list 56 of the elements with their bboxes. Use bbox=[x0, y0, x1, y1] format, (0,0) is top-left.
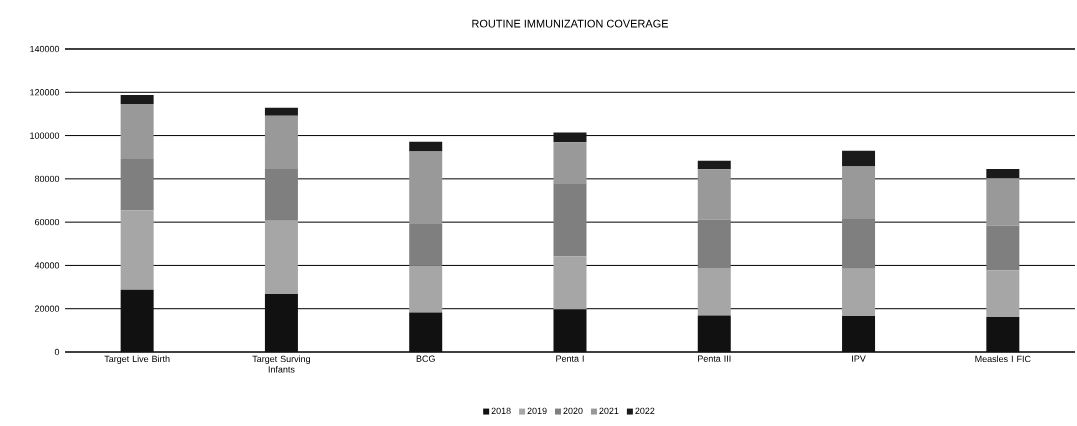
bar bbox=[553, 309, 587, 352]
y-tick-label: 40000 bbox=[34, 262, 60, 269]
bar bbox=[120, 210, 154, 290]
bar bbox=[264, 220, 298, 294]
bar bbox=[697, 169, 731, 220]
bar bbox=[120, 289, 154, 352]
bar bbox=[120, 95, 154, 104]
legend-label: 2022 bbox=[635, 407, 655, 415]
x-tick-label: Penta III bbox=[698, 355, 731, 362]
bar bbox=[264, 168, 298, 221]
bar bbox=[553, 142, 587, 184]
x-tick-label: BCG bbox=[416, 355, 435, 362]
bar bbox=[697, 315, 731, 352]
y-tick-label: 140000 bbox=[30, 45, 60, 53]
bar bbox=[842, 218, 876, 269]
bar bbox=[264, 115, 298, 169]
y-tick-label: 100000 bbox=[30, 132, 60, 139]
bar bbox=[553, 256, 587, 310]
bar bbox=[697, 268, 731, 316]
y-tick-label: 0 bbox=[54, 348, 60, 356]
bar bbox=[986, 316, 1020, 352]
legend-label: 2021 bbox=[599, 407, 619, 415]
bar bbox=[697, 219, 731, 269]
bar bbox=[553, 183, 587, 257]
bar bbox=[409, 151, 443, 224]
bar bbox=[409, 223, 443, 266]
y-tick-label: 20000 bbox=[35, 305, 60, 312]
bar bbox=[409, 141, 443, 152]
bar bbox=[842, 166, 876, 219]
x-tick-label: IPV bbox=[852, 355, 866, 362]
y-tick-label: 60000 bbox=[35, 218, 60, 226]
legend-label: 2020 bbox=[563, 407, 583, 415]
bar bbox=[120, 103, 154, 159]
bar bbox=[120, 158, 154, 211]
bar bbox=[842, 268, 876, 317]
bar bbox=[553, 132, 587, 143]
y-tick-label: 120000 bbox=[30, 89, 60, 96]
bar bbox=[409, 312, 443, 352]
x-tick-label: Target Surving Infants bbox=[252, 355, 310, 373]
bar bbox=[264, 107, 298, 116]
chart-title: ROUTINE IMMUNIZATION COVERAGE bbox=[472, 19, 669, 28]
bar bbox=[264, 294, 298, 352]
x-tick-label: Target Live Birth bbox=[104, 355, 170, 364]
bar bbox=[697, 160, 731, 170]
bar bbox=[986, 225, 1020, 271]
bar bbox=[986, 178, 1020, 226]
legend-label: 2019 bbox=[527, 407, 547, 415]
bar bbox=[986, 270, 1020, 317]
legend-label: 2018 bbox=[491, 407, 511, 415]
y-tick-label: 80000 bbox=[34, 175, 60, 183]
bar bbox=[842, 316, 876, 352]
bar bbox=[842, 150, 876, 167]
bar bbox=[409, 265, 443, 313]
x-tick-label: Measles I FIC bbox=[975, 355, 1031, 363]
bar bbox=[986, 168, 1020, 179]
x-tick-label: Penta I bbox=[556, 355, 584, 362]
